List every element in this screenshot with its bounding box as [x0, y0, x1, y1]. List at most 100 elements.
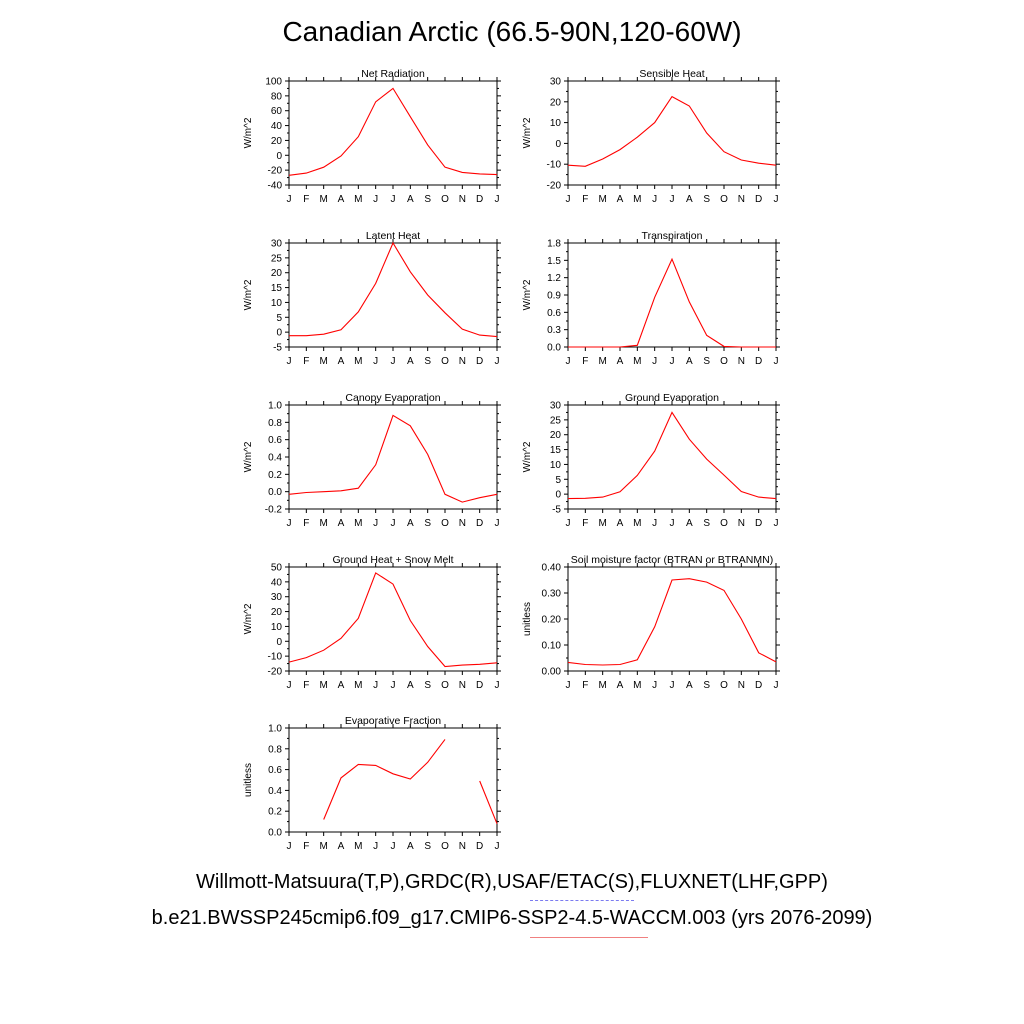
y-tick-label: 0.0: [547, 343, 561, 354]
y-tick-label: 0: [555, 490, 561, 501]
x-tick-label: A: [686, 194, 693, 205]
x-tick-label: F: [303, 841, 309, 852]
y-tick-label: -10: [547, 160, 562, 171]
x-tick-label: M: [633, 356, 641, 367]
x-tick-label: D: [755, 680, 762, 691]
x-tick-label: N: [738, 518, 745, 529]
panel-title: Ground Evaporation: [625, 392, 719, 404]
series-line: [288, 87, 498, 176]
y-tick-label: 0.8: [268, 744, 282, 755]
x-tick-label: O: [720, 194, 728, 205]
x-tick-label: J: [391, 518, 396, 529]
y-tick-label: 1.8: [547, 239, 561, 250]
x-tick-label: O: [441, 680, 449, 691]
x-tick-label: A: [617, 518, 624, 529]
y-tick-label: -20: [268, 667, 283, 678]
x-tick-label: M: [319, 194, 327, 205]
x-tick-label: S: [703, 680, 710, 691]
x-tick-label: M: [598, 194, 606, 205]
x-tick-label: O: [441, 356, 449, 367]
y-tick-label: 0.6: [268, 435, 282, 446]
x-tick-label: M: [633, 680, 641, 691]
x-tick-label: M: [319, 680, 327, 691]
obs-legend-dash: [530, 900, 634, 901]
y-tick-label: 5: [276, 313, 282, 324]
y-tick-label: 10: [550, 118, 562, 129]
x-tick-label: A: [617, 194, 624, 205]
x-tick-label: J: [652, 518, 657, 529]
y-axis-label: W/m^2: [522, 441, 533, 472]
series-line: [288, 572, 498, 668]
y-tick-label: -5: [552, 505, 561, 516]
model-legend-line: [530, 937, 648, 938]
x-tick-label: J: [495, 356, 500, 367]
x-tick-label: S: [703, 356, 710, 367]
x-tick-label: O: [441, 518, 449, 529]
plot-frame: [288, 80, 498, 186]
x-tick-label: J: [287, 680, 292, 691]
y-tick-label: 80: [271, 91, 283, 102]
x-tick-label: A: [686, 680, 693, 691]
x-tick-label: A: [407, 194, 414, 205]
series-line: [568, 257, 776, 348]
x-tick-label: J: [373, 194, 378, 205]
x-tick-label: F: [582, 518, 588, 529]
x-tick-label: M: [633, 194, 641, 205]
x-tick-label: O: [720, 518, 728, 529]
panel-title: Evaporative Fraction: [345, 715, 441, 727]
y-tick-label: 20: [550, 97, 562, 108]
y-tick-label: -20: [547, 181, 562, 192]
plot-frame: [288, 566, 498, 672]
x-tick-label: J: [670, 518, 675, 529]
y-tick-label: 0.0: [268, 828, 282, 839]
x-tick-label: J: [652, 194, 657, 205]
y-tick-label: 25: [271, 253, 283, 264]
x-tick-label: N: [459, 194, 466, 205]
y-tick-label: 15: [271, 283, 283, 294]
x-tick-label: J: [391, 680, 396, 691]
x-tick-label: A: [686, 356, 693, 367]
y-tick-label: 20: [271, 607, 283, 618]
x-tick-label: F: [582, 680, 588, 691]
x-tick-label: J: [566, 680, 571, 691]
x-tick-label: A: [686, 518, 693, 529]
x-tick-label: J: [670, 194, 675, 205]
x-tick-label: A: [338, 841, 345, 852]
x-tick-label: J: [373, 680, 378, 691]
y-tick-label: 0: [555, 139, 561, 150]
x-tick-label: M: [354, 356, 362, 367]
x-tick-label: J: [774, 518, 779, 529]
x-tick-label: J: [774, 356, 779, 367]
y-tick-label: -5: [273, 343, 282, 354]
x-tick-label: J: [495, 518, 500, 529]
y-axis-label: unitless: [522, 602, 533, 636]
x-tick-label: A: [407, 356, 414, 367]
x-tick-label: N: [738, 680, 745, 691]
x-tick-label: J: [373, 356, 378, 367]
y-tick-label: 30: [550, 401, 562, 412]
y-tick-label: 0.40: [542, 563, 562, 574]
x-tick-label: J: [670, 680, 675, 691]
y-tick-label: 0.3: [547, 325, 561, 336]
panel-title: Sensible Heat: [639, 68, 704, 80]
y-tick-label: 25: [550, 415, 562, 426]
plot-frame: [288, 242, 498, 348]
x-tick-label: J: [287, 356, 292, 367]
y-tick-label: -0.2: [265, 505, 283, 516]
x-tick-label: D: [476, 518, 483, 529]
x-tick-label: A: [338, 356, 345, 367]
x-tick-label: J: [774, 194, 779, 205]
y-tick-label: 0: [276, 328, 282, 339]
x-tick-label: N: [459, 518, 466, 529]
x-tick-label: O: [720, 356, 728, 367]
panel-title: Net Radiation: [361, 68, 425, 80]
plot-frame: [567, 404, 777, 510]
y-tick-label: 0.9: [547, 291, 561, 302]
x-tick-label: J: [287, 194, 292, 205]
y-tick-label: 30: [550, 77, 562, 88]
x-tick-label: F: [303, 680, 309, 691]
x-tick-label: J: [670, 356, 675, 367]
footer-observations-line: Willmott-Matsuura(T,P),GRDC(R),USAF/ETAC…: [196, 871, 828, 893]
x-tick-label: N: [738, 356, 745, 367]
